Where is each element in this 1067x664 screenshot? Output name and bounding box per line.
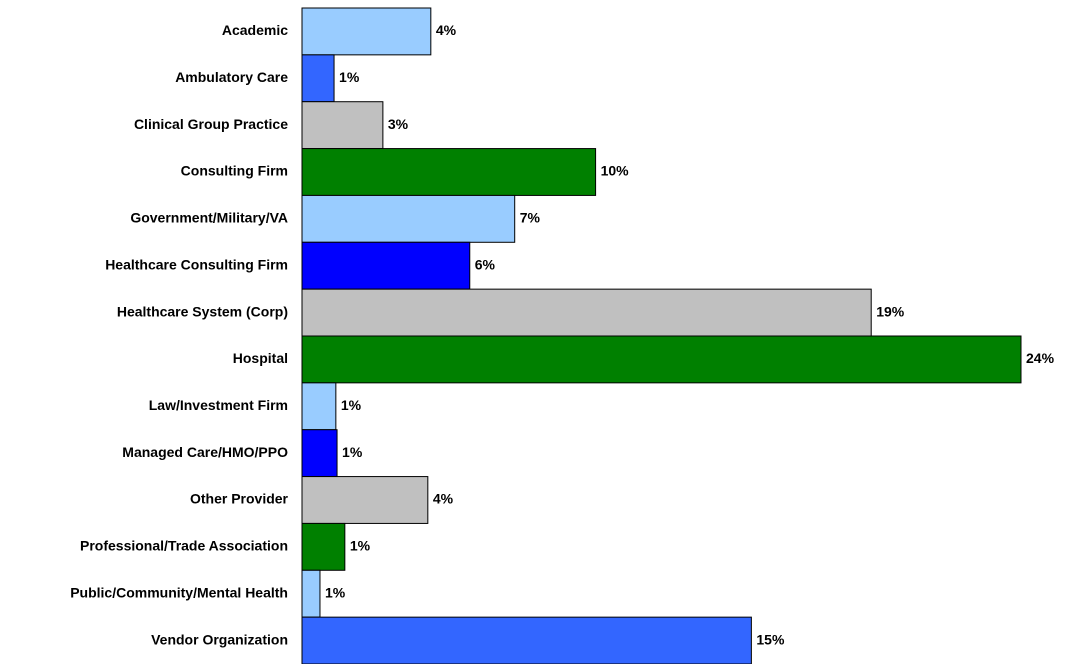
value-label: 1% (350, 538, 371, 554)
category-label: Academic (222, 22, 288, 38)
bar (301, 194, 516, 243)
bar (301, 616, 752, 664)
bar (301, 148, 597, 196)
category-label: Managed Care/HMO/PPO (122, 444, 288, 460)
value-label: 4% (433, 491, 454, 507)
category-label: Hospital (233, 350, 288, 366)
bar (301, 241, 471, 290)
category-label: Healthcare System (Corp) (117, 303, 288, 319)
category-label: Ambulatory Care (175, 69, 288, 85)
value-label: 10% (601, 163, 630, 179)
bar (301, 429, 338, 478)
category-label: Consulting Firm (181, 163, 288, 179)
value-label: 4% (436, 22, 457, 38)
category-label: Other Provider (190, 491, 289, 507)
value-label: 1% (341, 397, 362, 413)
value-label: 3% (388, 116, 409, 132)
bar (301, 101, 384, 150)
bar (301, 476, 429, 524)
value-label: 1% (342, 444, 363, 460)
value-label: 24% (1026, 350, 1055, 366)
bar (301, 522, 346, 571)
category-label: Healthcare Consulting Firm (105, 256, 288, 272)
bar (301, 54, 335, 103)
value-label: 6% (475, 256, 496, 272)
value-label: 7% (520, 210, 541, 226)
bar (301, 335, 1022, 384)
category-label: Vendor Organization (151, 631, 288, 647)
category-label: Public/Community/Mental Health (70, 584, 288, 600)
bar (301, 288, 872, 337)
category-label: Government/Military/VA (130, 210, 288, 226)
value-label: 1% (325, 584, 346, 600)
value-label: 1% (339, 69, 360, 85)
bar (301, 382, 337, 431)
value-label: 15% (756, 631, 785, 647)
category-label: Clinical Group Practice (134, 116, 288, 132)
category-label: Law/Investment Firm (149, 397, 288, 413)
category-label: Professional/Trade Association (80, 538, 288, 554)
bar (301, 7, 432, 56)
bar (301, 569, 321, 618)
value-label: 19% (876, 303, 905, 319)
